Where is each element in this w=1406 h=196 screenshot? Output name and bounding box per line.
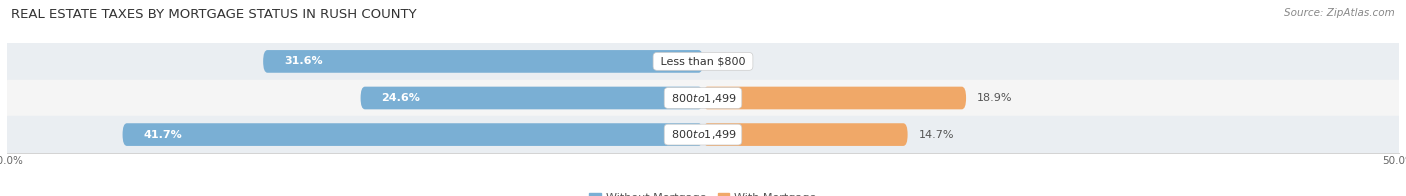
Text: $800 to $1,499: $800 to $1,499 — [668, 128, 738, 141]
Text: Less than $800: Less than $800 — [657, 56, 749, 66]
Text: $800 to $1,499: $800 to $1,499 — [668, 92, 738, 104]
FancyBboxPatch shape — [263, 50, 703, 73]
Text: 24.6%: 24.6% — [381, 93, 420, 103]
Bar — [7, 116, 1399, 153]
FancyBboxPatch shape — [703, 87, 966, 109]
Text: 0.0%: 0.0% — [724, 56, 752, 66]
Legend: Without Mortgage, With Mortgage: Without Mortgage, With Mortgage — [585, 188, 821, 196]
FancyBboxPatch shape — [703, 123, 908, 146]
Text: 41.7%: 41.7% — [143, 130, 183, 140]
Text: 18.9%: 18.9% — [977, 93, 1012, 103]
Bar — [7, 43, 1399, 80]
FancyBboxPatch shape — [122, 123, 703, 146]
Text: REAL ESTATE TAXES BY MORTGAGE STATUS IN RUSH COUNTY: REAL ESTATE TAXES BY MORTGAGE STATUS IN … — [11, 8, 416, 21]
Bar — [7, 80, 1399, 116]
Text: 14.7%: 14.7% — [918, 130, 955, 140]
Text: 31.6%: 31.6% — [284, 56, 322, 66]
FancyBboxPatch shape — [360, 87, 703, 109]
Text: Source: ZipAtlas.com: Source: ZipAtlas.com — [1284, 8, 1395, 18]
